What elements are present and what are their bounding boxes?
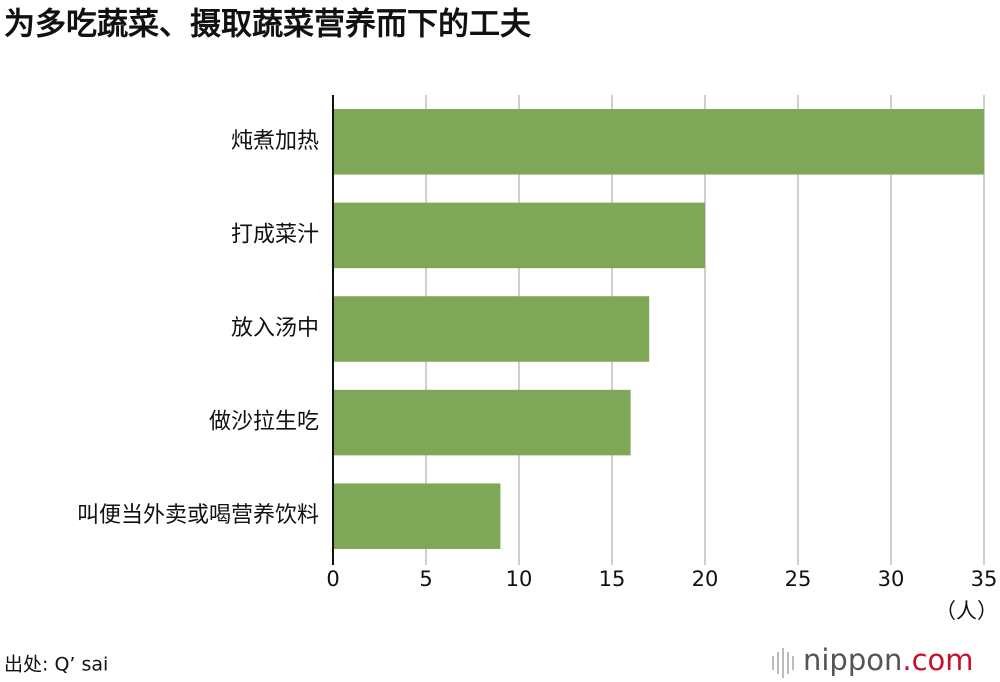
logo-bar [792,656,794,670]
x-tick-label: 20 [692,567,719,591]
logo-bar [782,648,784,678]
y-tick-label: 打成菜汁 [231,222,319,247]
y-tick-label: 放入汤中 [231,316,319,341]
chart-title: 为多吃蔬菜、摄取蔬菜营养而下的工夫 [4,7,532,43]
y-tick-label: 做沙拉生吃 [209,410,319,435]
x-tick-label: 10 [506,567,533,591]
logo-bar [787,652,789,674]
logo-text: nippon.com [803,643,974,677]
y-tick-label: 叫便当外卖或喝营养饮料 [77,503,319,528]
y-tick-label: 炖煮加热 [231,129,319,154]
x-tick-label: 25 [785,567,812,591]
bar [333,202,705,269]
bar [333,296,650,362]
x-tick-label: 0 [326,567,339,591]
x-tick-label: 30 [878,567,905,591]
x-tick-label: 5 [419,567,432,591]
bar [333,389,631,456]
x-tick-label: 15 [599,567,626,591]
bar [333,109,984,175]
logo-bar [777,652,779,674]
bar [333,483,501,549]
logo-bar [772,656,774,670]
logo-suffix: .com [902,643,973,677]
source: 出处: Q’ sai [4,654,108,676]
logo-icon [772,648,794,678]
x-tick-label: 35 [971,567,998,591]
x-axis-label: （人） [935,599,998,623]
logo-name: nippon [803,643,902,677]
